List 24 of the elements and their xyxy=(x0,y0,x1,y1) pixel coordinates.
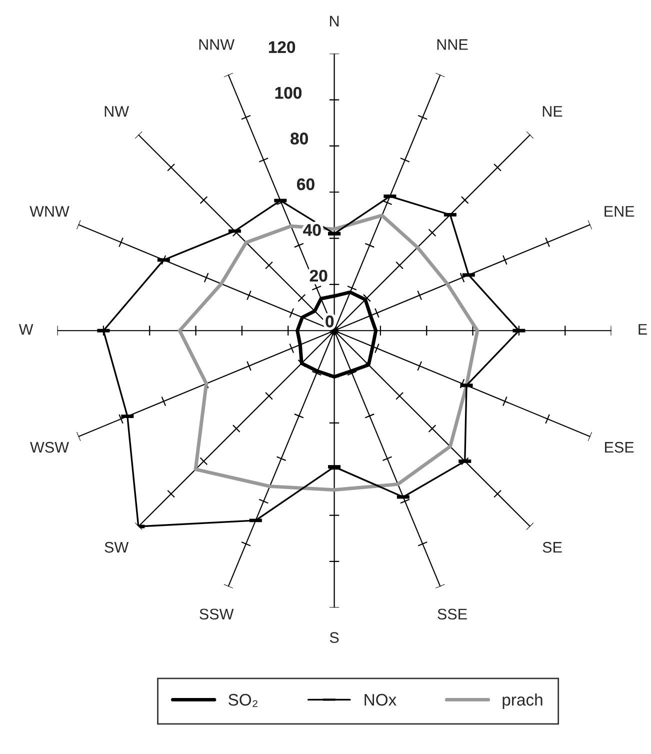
spoke-label: WSW xyxy=(30,442,69,453)
spoke-label: NNW xyxy=(199,39,235,50)
spoke-label: SE xyxy=(542,542,562,553)
spoke-label: N xyxy=(330,16,339,26)
spoke-label: W xyxy=(18,324,34,335)
spoke-label: SSE xyxy=(438,608,467,620)
y-tick-label: 60 xyxy=(297,178,314,190)
legend-label: prach xyxy=(502,693,542,709)
spoke-label: WNW xyxy=(30,206,70,217)
spoke-label: SSW xyxy=(200,608,234,620)
spoke-label: E xyxy=(638,324,647,335)
legend-label: NOx xyxy=(364,694,396,706)
spoke-label: ENE xyxy=(604,206,634,217)
y-tick-label: 120 xyxy=(268,41,296,54)
y-tick-label: 40 xyxy=(303,224,321,236)
y-tick-label: 100 xyxy=(275,86,302,99)
spoke-label: S xyxy=(330,632,339,643)
spoke-label: ESE xyxy=(605,442,634,453)
legend-label: SO₂ xyxy=(228,694,258,707)
spoke-label: SW xyxy=(104,542,129,553)
spoke-label: NW xyxy=(104,106,129,117)
y-tick-label: 80 xyxy=(290,132,308,144)
spoke-label: NNE xyxy=(437,39,468,50)
spoke-label: NE xyxy=(542,106,562,117)
